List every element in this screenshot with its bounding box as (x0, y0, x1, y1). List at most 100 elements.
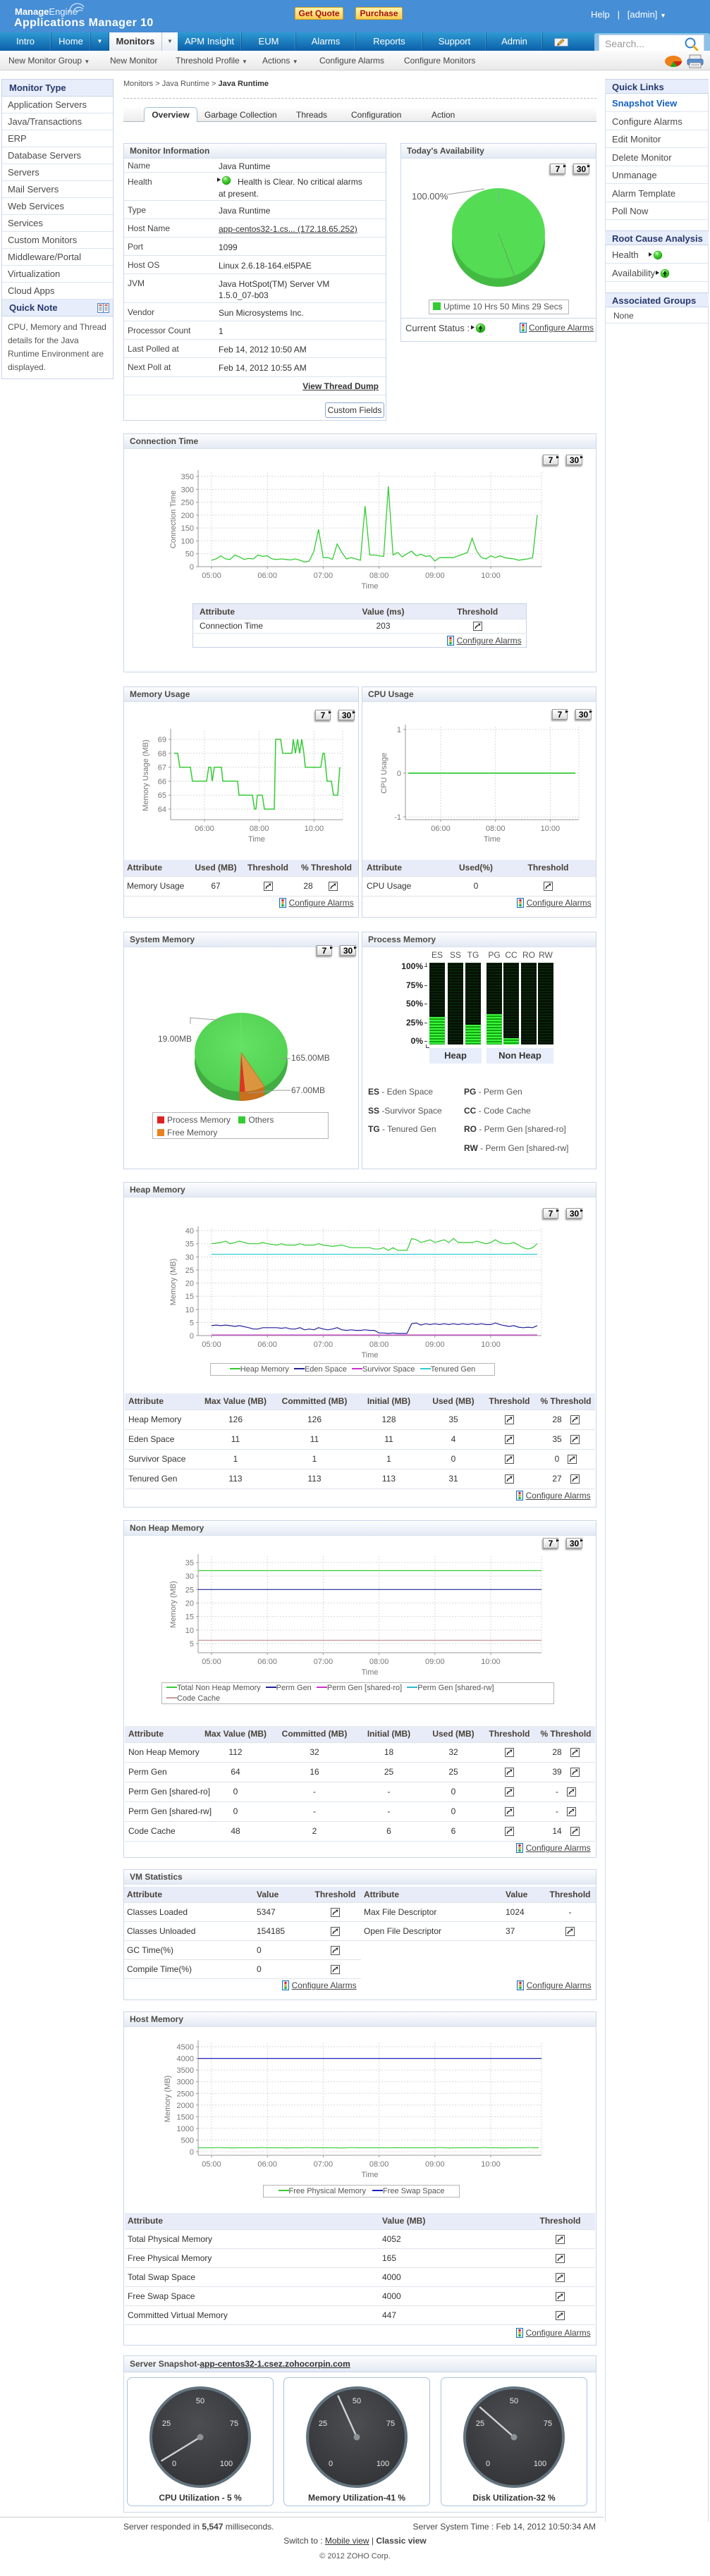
svg-text:Time: Time (361, 582, 378, 591)
svg-text:08:00: 08:00 (369, 2160, 389, 2169)
svg-text:30: 30 (185, 1572, 194, 1581)
svg-text:3000: 3000 (177, 2078, 194, 2087)
svg-text:100: 100 (181, 537, 194, 546)
svg-text:1500: 1500 (177, 2113, 194, 2121)
svg-text:Memory (MB): Memory (MB) (164, 2076, 172, 2123)
svg-text:25: 25 (476, 2420, 484, 2428)
svg-text:20: 20 (185, 1280, 194, 1288)
svg-text:06:00: 06:00 (257, 1658, 277, 1666)
svg-text:10:00: 10:00 (481, 2160, 501, 2169)
svg-text:10:00: 10:00 (305, 825, 324, 833)
svg-text:Memory (MB): Memory (MB) (169, 1581, 178, 1628)
svg-text:06:00: 06:00 (257, 572, 277, 580)
svg-text:35: 35 (185, 1559, 194, 1567)
svg-text:200: 200 (181, 512, 194, 520)
svg-text:25: 25 (185, 1586, 194, 1594)
svg-text:25: 25 (185, 1267, 194, 1275)
svg-text:65: 65 (158, 791, 166, 800)
svg-text:64: 64 (158, 806, 166, 814)
svg-text:07:00: 07:00 (314, 1658, 333, 1666)
svg-text:0: 0 (172, 2460, 176, 2468)
svg-text:07:00: 07:00 (314, 2160, 333, 2169)
svg-text:07:00: 07:00 (314, 572, 333, 580)
svg-text:350: 350 (181, 473, 194, 481)
svg-text:69: 69 (158, 736, 166, 744)
svg-text:25: 25 (162, 2420, 171, 2428)
svg-text:10: 10 (185, 1306, 194, 1314)
svg-text:30: 30 (185, 1253, 194, 1262)
svg-text:05:00: 05:00 (202, 1658, 221, 1666)
svg-text:07:00: 07:00 (314, 1341, 333, 1349)
svg-text:68: 68 (158, 750, 166, 758)
svg-text:2500: 2500 (177, 2090, 194, 2098)
svg-text:150: 150 (181, 524, 194, 533)
svg-text:5: 5 (190, 1319, 194, 1327)
svg-text:4500: 4500 (177, 2043, 194, 2052)
svg-text:20: 20 (185, 1600, 194, 1608)
svg-text:Connection Time: Connection Time (169, 491, 178, 549)
svg-text:100: 100 (534, 2460, 546, 2468)
svg-text:0: 0 (190, 2148, 194, 2157)
svg-text:09:00: 09:00 (425, 1341, 445, 1349)
svg-text:500: 500 (181, 2136, 194, 2145)
svg-text:100: 100 (377, 2460, 389, 2468)
svg-text:50: 50 (510, 2397, 518, 2405)
svg-text:100: 100 (220, 2460, 233, 2468)
svg-text:Time: Time (248, 835, 265, 844)
svg-text:05:00: 05:00 (202, 1341, 221, 1349)
svg-text:Memory Usage (MB): Memory Usage (MB) (142, 739, 150, 811)
svg-text:3500: 3500 (177, 2066, 194, 2075)
svg-text:0: 0 (190, 563, 194, 572)
svg-text:05:00: 05:00 (202, 572, 221, 580)
svg-text:5: 5 (190, 1640, 194, 1648)
svg-text:08:00: 08:00 (369, 1341, 389, 1349)
svg-text:50: 50 (353, 2397, 361, 2405)
svg-text:50: 50 (185, 550, 194, 559)
svg-text:0: 0 (329, 2460, 333, 2468)
svg-text:06:00: 06:00 (257, 2160, 277, 2169)
svg-text:15: 15 (185, 1293, 194, 1301)
svg-text:4000: 4000 (177, 2055, 194, 2064)
svg-text:250: 250 (181, 499, 194, 507)
svg-text:66: 66 (158, 777, 166, 786)
svg-text:08:00: 08:00 (250, 825, 269, 833)
svg-text:50: 50 (196, 2397, 204, 2405)
svg-text:300: 300 (181, 486, 194, 494)
svg-text:10:00: 10:00 (481, 1658, 501, 1666)
svg-text:0: 0 (190, 1332, 194, 1341)
svg-text:35: 35 (185, 1240, 194, 1249)
svg-text:10: 10 (185, 1627, 194, 1635)
svg-text:Memory (MB): Memory (MB) (169, 1259, 178, 1306)
svg-text:10:00: 10:00 (481, 1341, 501, 1349)
svg-text:Time: Time (361, 1351, 378, 1360)
svg-text:08:00: 08:00 (486, 825, 506, 833)
svg-text:06:00: 06:00 (257, 1341, 277, 1349)
svg-text:-1: -1 (394, 813, 401, 822)
svg-text:06:00: 06:00 (431, 825, 451, 833)
svg-text:40: 40 (185, 1227, 194, 1235)
svg-text:09:00: 09:00 (425, 1658, 445, 1666)
svg-text:Time: Time (484, 835, 501, 844)
svg-text:0: 0 (397, 770, 401, 778)
svg-text:CPU Usage: CPU Usage (380, 753, 388, 794)
svg-text:05:00: 05:00 (202, 2160, 221, 2169)
svg-text:1: 1 (397, 726, 401, 734)
svg-text:08:00: 08:00 (369, 572, 389, 580)
svg-text:1000: 1000 (177, 2125, 194, 2133)
svg-text:0: 0 (486, 2460, 490, 2468)
svg-text:10:00: 10:00 (541, 825, 561, 833)
svg-text:67: 67 (158, 764, 166, 772)
svg-text:06:00: 06:00 (195, 825, 214, 833)
svg-text:Time: Time (361, 2171, 378, 2178)
svg-text:Time: Time (361, 1668, 378, 1677)
svg-text:09:00: 09:00 (425, 2160, 445, 2169)
svg-text:75: 75 (230, 2420, 238, 2428)
svg-text:25: 25 (319, 2420, 327, 2428)
svg-text:10:00: 10:00 (481, 572, 501, 580)
svg-text:75: 75 (386, 2420, 395, 2428)
svg-text:75: 75 (544, 2420, 552, 2428)
svg-text:2000: 2000 (177, 2102, 194, 2110)
svg-text:08:00: 08:00 (369, 1658, 389, 1666)
svg-text:15: 15 (185, 1613, 194, 1622)
svg-text:09:00: 09:00 (425, 572, 445, 580)
